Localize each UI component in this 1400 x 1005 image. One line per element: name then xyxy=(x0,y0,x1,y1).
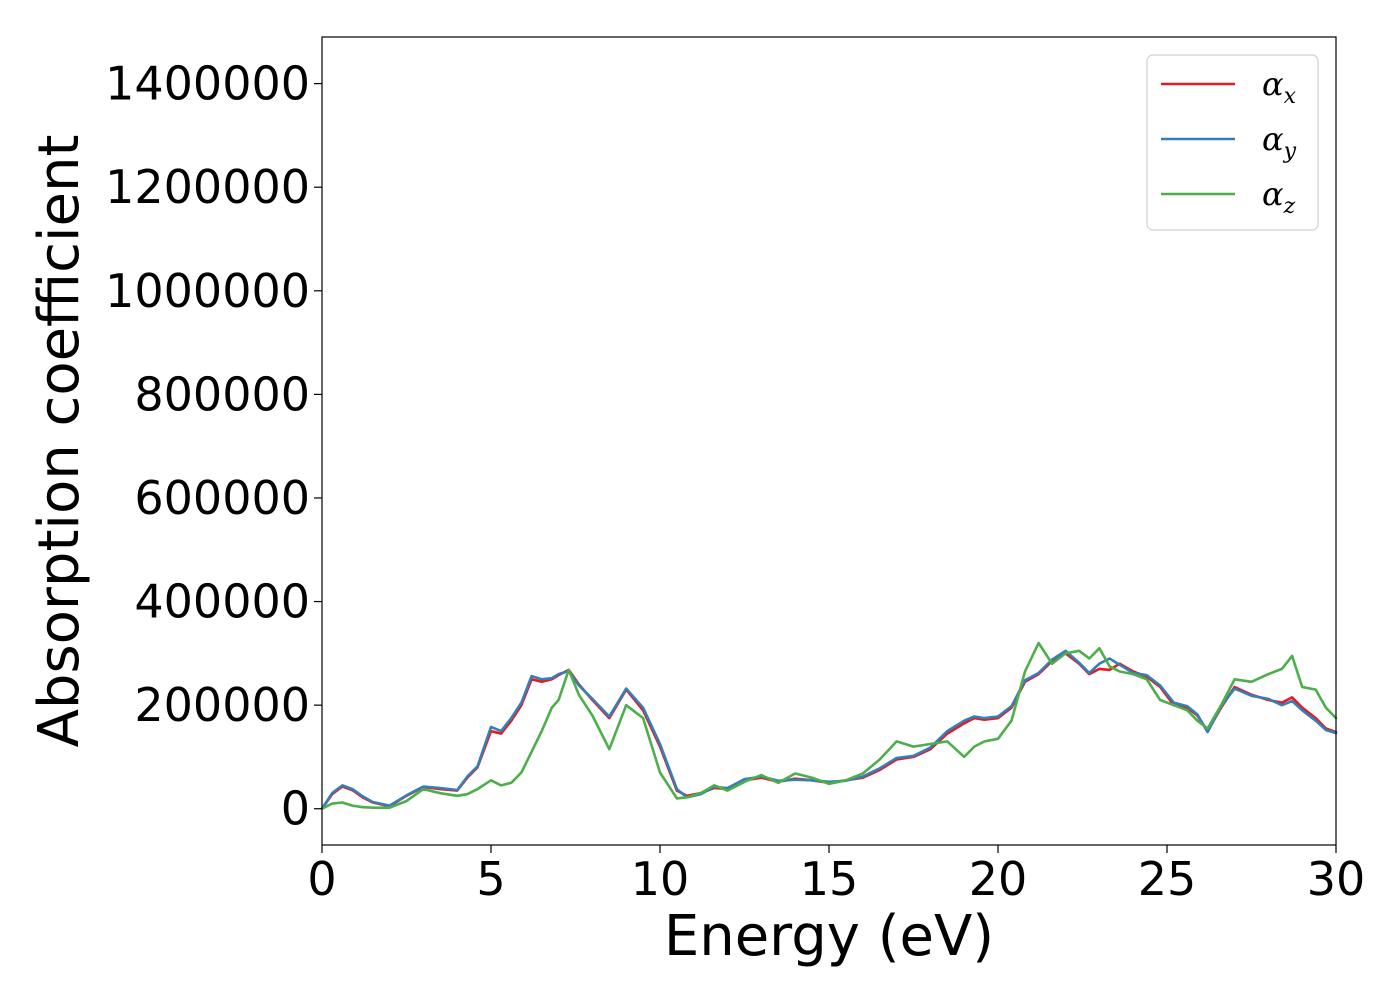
x-tick-label: 5 xyxy=(476,852,505,906)
y-tick-label: 200000 xyxy=(134,678,310,732)
y-axis-ticks: 0 200000 400000 600000 800000 1000000 1200000 1… xyxy=(105,57,322,836)
y-tick-label: 1000000 xyxy=(105,264,310,318)
x-tick-label: 30 xyxy=(1307,852,1366,906)
y-tick-label: 800000 xyxy=(134,367,310,421)
x-tick-label: 0 xyxy=(307,852,336,906)
legend-box xyxy=(1146,54,1319,231)
x-axis-label: Energy (eV) xyxy=(664,904,994,969)
y-tick-label: 1400000 xyxy=(105,57,310,111)
series-line-alpha-y xyxy=(320,649,1338,810)
y-axis-label: Absorption coefficient xyxy=(27,135,92,748)
y-tick-label: 0 xyxy=(281,782,310,836)
series-line-alpha-z xyxy=(320,641,1338,810)
y-tick-label: 1200000 xyxy=(105,160,310,214)
x-axis-ticks: 0 5 10 15 20 25 30 xyxy=(307,845,1365,906)
x-tick-label: 25 xyxy=(1138,852,1197,906)
y-tick-label: 400000 xyxy=(134,575,310,629)
x-tick-label: 10 xyxy=(631,852,690,906)
y-tick-label: 600000 xyxy=(134,471,310,525)
x-tick-label: 20 xyxy=(969,852,1028,906)
x-tick-label: 15 xyxy=(800,852,859,906)
series-layer xyxy=(320,641,1338,810)
series-line-alpha-x xyxy=(320,652,1338,810)
